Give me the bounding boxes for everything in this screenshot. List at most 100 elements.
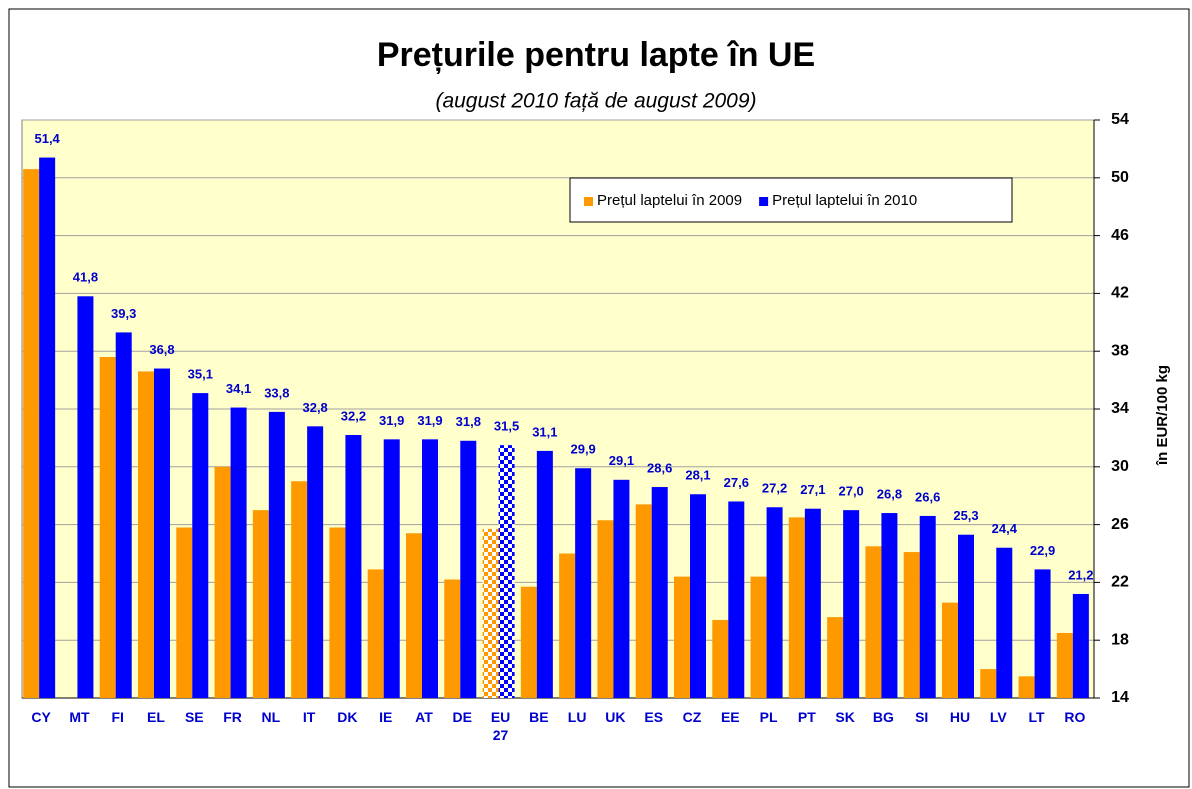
bar: [980, 669, 997, 698]
data-label: 31,5: [494, 419, 519, 434]
x-tick-label: SI: [915, 709, 929, 725]
bar: [690, 494, 706, 698]
x-tick-label: MT: [69, 709, 90, 725]
data-label: 27,2: [762, 481, 787, 496]
data-label: 27,1: [800, 482, 825, 497]
x-tick-label: CZ: [682, 709, 702, 725]
bar: [865, 546, 882, 698]
bar: [498, 445, 515, 698]
bar: [996, 547, 1013, 698]
data-label: 31,1: [532, 424, 557, 439]
bar: [268, 411, 285, 698]
bar: [651, 487, 668, 698]
data-label: 32,2: [341, 408, 366, 423]
data-label: 33,8: [264, 385, 289, 400]
x-tick-label: NL: [261, 709, 281, 725]
bar: [766, 507, 783, 698]
data-label: 34,1: [226, 381, 251, 396]
data-label: 29,1: [609, 453, 634, 468]
chart-title: Prețurile pentru lapte în UE: [377, 36, 815, 74]
bar: [1072, 593, 1089, 698]
data-label: 41,8: [73, 270, 98, 285]
bar: [843, 510, 860, 698]
data-label: 51,4: [34, 131, 60, 146]
x-tick-label: UK: [605, 709, 626, 725]
data-label: 31,9: [417, 413, 442, 428]
x-tick-label: CY: [31, 709, 51, 725]
bar: [291, 481, 308, 698]
bar: [329, 527, 346, 698]
data-label: 22,9: [1030, 543, 1055, 558]
data-label: 27,6: [724, 475, 749, 490]
y-tick-label: 42: [1111, 285, 1129, 302]
bar: [115, 332, 132, 698]
legend-label: Prețul laptelui în 2010: [772, 192, 917, 209]
bar: [345, 435, 362, 698]
bar: [575, 468, 592, 698]
legend-swatch: [759, 197, 769, 206]
bar: [154, 368, 170, 698]
data-label: 25,3: [953, 508, 978, 523]
x-tick-label: BG: [872, 709, 894, 725]
y-tick-label: 46: [1111, 227, 1129, 244]
bar: [252, 510, 269, 698]
bar: [750, 576, 767, 698]
bar: [192, 393, 209, 698]
y-tick-label: 26: [1111, 516, 1129, 533]
data-label: 24,4: [992, 521, 1018, 536]
bar: [559, 553, 576, 698]
data-label: 28,6: [647, 460, 672, 475]
y-tick-label: 34: [1111, 400, 1129, 417]
frame: [8, 8, 1190, 788]
bar: [712, 619, 729, 698]
x-tick-label: HU: [949, 709, 971, 725]
x-tick-label: BE: [529, 709, 549, 725]
bar: [919, 515, 936, 698]
bar: [307, 426, 324, 698]
y-tick-label: 54: [1111, 111, 1129, 128]
data-label: 31,9: [379, 413, 404, 428]
x-tick-label: LV: [989, 709, 1007, 725]
x-tick-label: LT: [1028, 709, 1045, 725]
data-label: 36,8: [149, 342, 174, 357]
chart-subtitle: (august 2010 față de august 2009): [435, 90, 756, 113]
bar: [635, 504, 652, 698]
bar: [1018, 676, 1035, 698]
legend: [569, 177, 1013, 223]
data-label: 21,2: [1068, 567, 1093, 582]
data-label: 27,0: [838, 484, 863, 499]
x-tick-label: FI: [111, 709, 124, 725]
bar: [520, 586, 537, 698]
x-tick-label: RO: [1064, 709, 1086, 725]
x-tick-label: ES: [644, 709, 664, 725]
legend-label: Prețul laptelui în 2009: [597, 192, 742, 209]
bar: [230, 407, 247, 698]
bar: [138, 371, 154, 698]
data-label: 26,6: [915, 489, 940, 504]
bar: [444, 579, 461, 698]
x-tick-label: FR: [223, 709, 242, 725]
data-label: 39,3: [111, 306, 136, 321]
bar: [942, 602, 958, 698]
y-tick-label: 30: [1111, 458, 1129, 475]
bar: [383, 439, 400, 698]
x-tick-label: SK: [835, 709, 855, 725]
data-label: 26,8: [877, 486, 902, 501]
bar: [214, 466, 231, 698]
data-label: 29,9: [570, 442, 595, 457]
bar: [1034, 569, 1051, 698]
x-tick-label: DE: [452, 709, 472, 725]
bar: [881, 513, 898, 698]
x-tick-label: LU: [567, 709, 587, 725]
x-tick-label: PT: [797, 709, 816, 725]
x-tick-label: EU 27: [490, 709, 511, 743]
data-label: 31,8: [456, 414, 481, 429]
bar: [422, 439, 438, 698]
y-tick-label: 14: [1111, 689, 1129, 706]
bar: [176, 527, 193, 698]
x-tick-label: PL: [759, 709, 778, 725]
bar: [77, 296, 94, 698]
legend-swatch: [584, 197, 593, 206]
bar: [39, 157, 56, 698]
